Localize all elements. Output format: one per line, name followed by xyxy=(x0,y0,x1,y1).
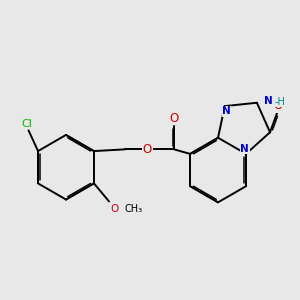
Text: Cl: Cl xyxy=(21,119,32,129)
Text: N: N xyxy=(222,106,231,116)
Text: O: O xyxy=(169,112,179,125)
Text: N: N xyxy=(240,144,249,154)
Text: N: N xyxy=(264,96,272,106)
Text: CH₃: CH₃ xyxy=(124,204,142,214)
Text: O: O xyxy=(143,143,152,156)
Text: O: O xyxy=(110,204,118,214)
Text: -H: -H xyxy=(275,97,286,107)
Text: O: O xyxy=(273,99,283,112)
